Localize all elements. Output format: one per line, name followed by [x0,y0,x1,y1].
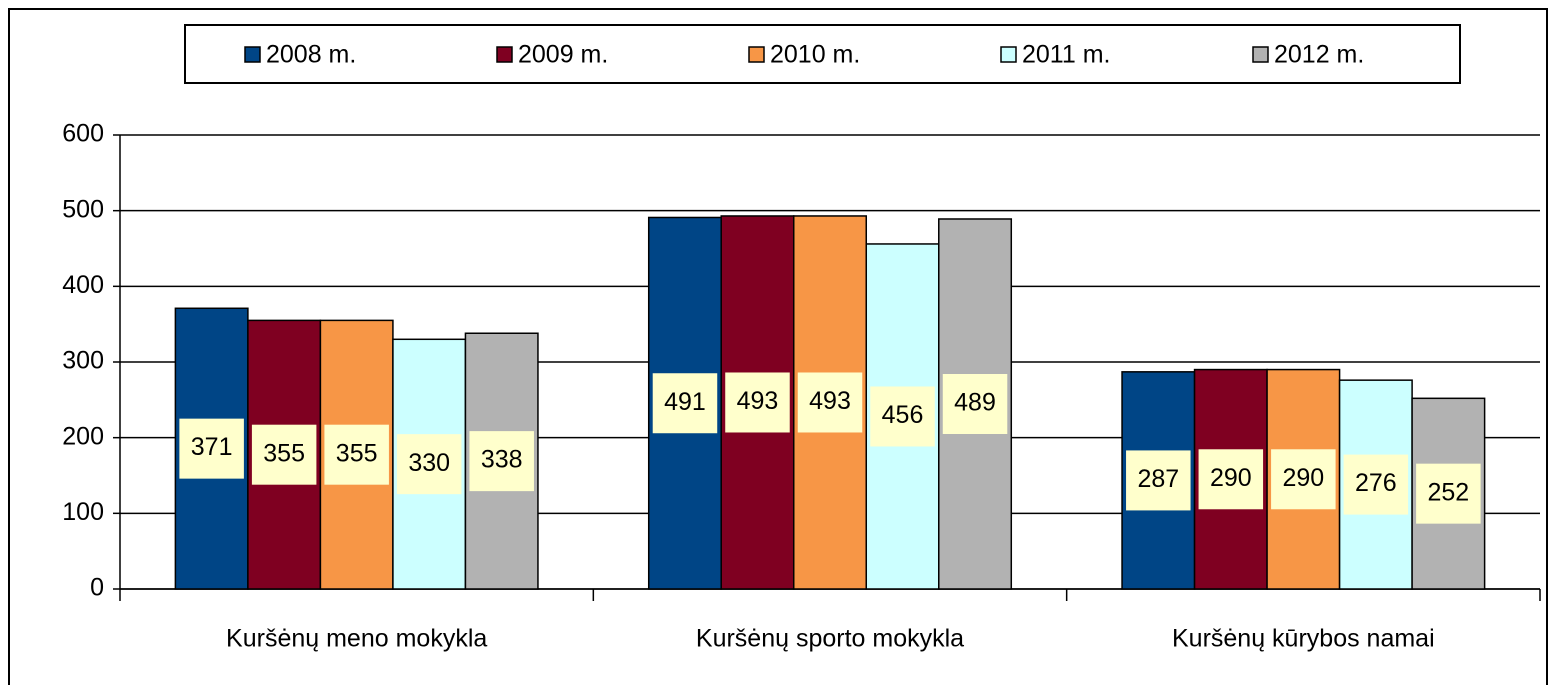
value-label-box [179,418,244,479]
legend-label: 2012 m. [1274,41,1364,69]
value-label-box [469,431,534,492]
value-label: 355 [263,439,305,467]
x-tick-label: Kuršėnų meno mokykla [226,625,487,653]
legend-label: 2011 m. [1022,41,1110,69]
legend-label: 2009 m. [518,41,608,69]
legend-swatch [244,46,261,63]
value-label-box [1198,449,1264,510]
value-label: 330 [408,449,450,477]
value-label-box [1416,463,1481,524]
legend-label: 2010 m. [770,41,860,69]
legend-label: 2008 m. [266,41,356,69]
legend-swatch [1000,46,1017,63]
value-label-box [797,372,863,433]
legend-box [184,24,1461,84]
y-tick-label: 200 [62,422,104,450]
value-label: 338 [481,446,523,474]
y-tick-label: 300 [62,347,104,375]
value-label: 456 [882,401,924,429]
value-label: 489 [954,389,996,417]
value-label-box [725,372,790,433]
value-label-box [1271,449,1336,510]
y-tick-label: 100 [62,498,104,526]
value-label-box [251,424,317,485]
value-label: 355 [336,439,378,467]
y-tick-label: 400 [62,271,104,299]
value-label-box [1126,450,1191,511]
value-label-box [1343,454,1409,515]
x-tick-label: Kuršėnų sporto mokykla [696,625,964,653]
value-label: 287 [1137,465,1179,493]
x-tick-label: Kuršėnų kūrybos namai [1172,625,1435,653]
value-label-box [396,434,462,495]
value-label: 290 [1210,464,1252,492]
y-tick-label: 500 [62,195,104,223]
value-label-box [652,373,718,434]
value-label: 371 [191,433,233,461]
value-label: 493 [737,387,779,415]
legend-swatch [496,46,513,63]
value-label: 290 [1282,464,1324,492]
legend-swatch [748,46,765,63]
value-label-box [324,424,389,485]
value-label: 493 [809,387,851,415]
value-label: 491 [664,388,706,416]
y-tick-label: 0 [90,574,104,602]
value-label: 276 [1355,469,1397,497]
value-label-box [942,373,1008,434]
value-label-box [870,386,935,447]
y-tick-label: 600 [62,120,104,148]
legend-swatch [1252,46,1269,63]
value-label: 252 [1428,478,1470,506]
